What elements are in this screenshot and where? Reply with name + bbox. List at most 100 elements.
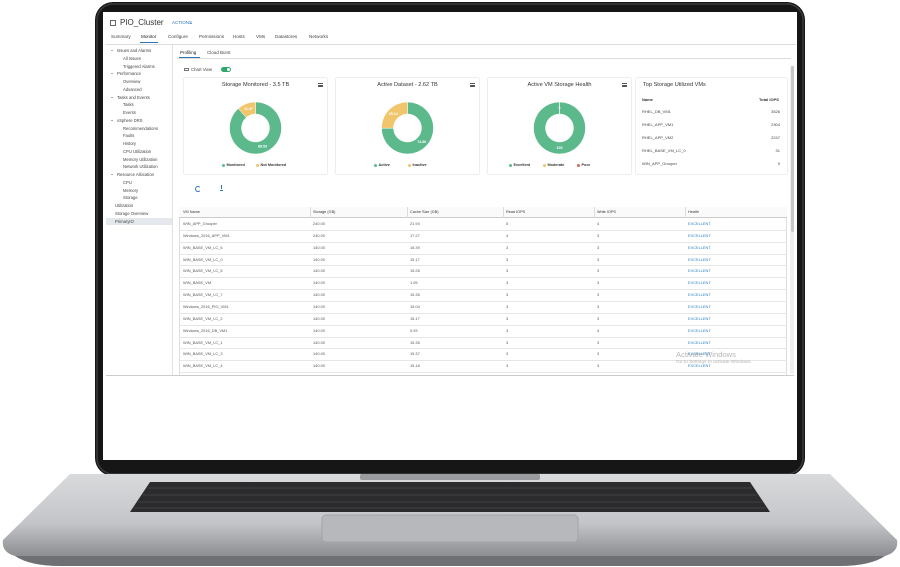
legend-swatch (576, 164, 580, 168)
table-cell: 15.18 (410, 363, 420, 369)
row-divider (179, 253, 787, 255)
sidebar-item[interactable]: CPU (123, 179, 132, 185)
sidebar-item[interactable]: Memory (123, 187, 139, 193)
health-status[interactable]: EXCELLENT (688, 268, 711, 274)
nav-tab[interactable]: Datastores (275, 34, 298, 39)
caret (111, 119, 113, 121)
subtab-underline (179, 57, 200, 58)
sidebar-item[interactable]: Network Utilization (123, 164, 158, 170)
table-cell: 3 (506, 303, 509, 309)
sidebar-item[interactable]: Events (123, 110, 136, 115)
sidebar-group[interactable]: Utilization (115, 203, 134, 208)
sidebar-group[interactable]: Performance (117, 71, 141, 77)
table-cell: 3 (506, 339, 509, 345)
health-status[interactable]: EXCELLENT (688, 339, 711, 345)
sidebar-group[interactable]: Issues and Alarms (117, 48, 152, 53)
table-cell: 4 (597, 221, 600, 226)
column-header: Storage (GB) (313, 210, 336, 214)
app-bottom-border (106, 375, 794, 376)
table-cell: 3 (597, 303, 600, 309)
sidebar-item[interactable]: Tasks (123, 102, 134, 108)
nav-tab[interactable]: Summary (111, 34, 131, 39)
table (179, 207, 787, 382)
sidebar-item[interactable]: All Issues (123, 55, 141, 61)
hinge (360, 474, 540, 480)
table-cell: 140.00 (313, 280, 325, 286)
download-arrow (221, 185, 222, 189)
health-status[interactable]: EXCELLENT (688, 280, 711, 286)
table-cell: 3 (506, 327, 509, 333)
card-title: Active Dataset - 2.62 TB (377, 82, 438, 88)
table-cell: 140.00 (313, 327, 325, 333)
column-header: Cache Size (GB) (410, 210, 439, 214)
health-status[interactable]: EXCELLENT (688, 327, 711, 333)
card (184, 78, 327, 174)
trackpad (321, 514, 579, 543)
sub-tab[interactable]: Cloud Burst (207, 50, 231, 55)
slice-label: 74.86 (417, 140, 426, 144)
slice-label: 11.47 (244, 107, 253, 111)
keyboard (130, 482, 770, 512)
keys (134, 487, 766, 509)
tab-divider (106, 44, 796, 45)
table-cell: WIN_BASE_VM_LC_5 (183, 268, 223, 274)
sub-tab[interactable]: Profiling (180, 50, 197, 55)
row-divider (179, 372, 787, 373)
table-cell: Windows_2016_PIO_VM1 (183, 303, 229, 309)
scrollbar-thumb[interactable] (790, 66, 794, 232)
donut-slice (381, 101, 408, 129)
sidebar-group[interactable]: vSphere DRS (117, 117, 143, 123)
sidebar-item[interactable]: History (123, 141, 137, 146)
nav-tab[interactable]: Networks (309, 34, 329, 39)
table-cell: 140.00 (313, 268, 325, 274)
refresh-icon[interactable] (195, 186, 201, 192)
nav-tab[interactable]: VMs (256, 34, 266, 39)
sidebar-item[interactable]: Storage (123, 195, 138, 201)
health-status[interactable]: EXCELLENT (688, 244, 711, 250)
sidebar-group[interactable]: PrimaryIO (115, 218, 134, 224)
cluster-icon (110, 20, 116, 26)
table-cell: 15.17 (410, 256, 420, 262)
sidebar-item[interactable]: Advanced (123, 86, 142, 92)
sidebar-group[interactable]: Tasks and Events (117, 94, 150, 100)
sidebar-item[interactable]: Recommendations (123, 125, 158, 131)
health-status[interactable]: EXCELLENT (688, 351, 711, 357)
health-status[interactable]: EXCELLENT (688, 303, 711, 309)
table-cell: 15.04 (410, 303, 420, 309)
row-divider (179, 289, 787, 290)
nav-tab[interactable]: Permissions (199, 34, 225, 39)
nav-tab[interactable]: Monitor (141, 34, 157, 39)
legend-label: Moderate (547, 163, 565, 167)
sidebar-group[interactable]: Storage Overview (115, 210, 149, 216)
nav-tab[interactable]: Configure (168, 34, 188, 39)
vm-name: RHEL_BASE_VM_LC_0 (642, 148, 686, 153)
sidebar-item[interactable]: Overview (123, 79, 141, 84)
health-status[interactable]: EXCELLENT (688, 221, 711, 226)
sidebar-item[interactable]: Triggered Alarms (123, 63, 155, 69)
table-cell: WIN_APP_Grooper (183, 221, 217, 226)
column-divider (594, 207, 595, 218)
sidebar-item[interactable]: Memory Utilization (123, 156, 158, 162)
nav-tab[interactable]: Hosts (233, 34, 245, 39)
health-status[interactable]: EXCELLENT (688, 363, 711, 369)
subtab-divider (177, 58, 791, 59)
sidebar-item[interactable]: Faults (123, 133, 135, 139)
legend-label: Poor (581, 163, 591, 167)
app-bottom-mask (103, 375, 797, 460)
legend-label: Excellent (513, 163, 531, 167)
chart-view-toggle[interactable] (221, 67, 231, 72)
sidebar-group[interactable]: Resource Allocation (117, 172, 155, 177)
table-cell: WIN_BASE_VM_LC_3 (183, 351, 223, 357)
table-cell: 0.93 (410, 327, 418, 333)
health-status[interactable]: EXCELLENT (688, 232, 711, 238)
menu-icon-line (318, 83, 323, 84)
actions-menu[interactable]: ACTIONS (172, 20, 193, 25)
sidebar-item[interactable]: CPU Utilization (123, 148, 152, 154)
download-icon[interactable] (220, 185, 223, 191)
menu-icon-line (622, 83, 627, 84)
health-status[interactable]: EXCELLENT (688, 256, 711, 262)
menu-icon-line (318, 84, 323, 86)
health-status[interactable]: EXCELLENT (688, 315, 711, 321)
health-status[interactable]: EXCELLENT (688, 292, 711, 298)
chart-icon (184, 67, 189, 71)
